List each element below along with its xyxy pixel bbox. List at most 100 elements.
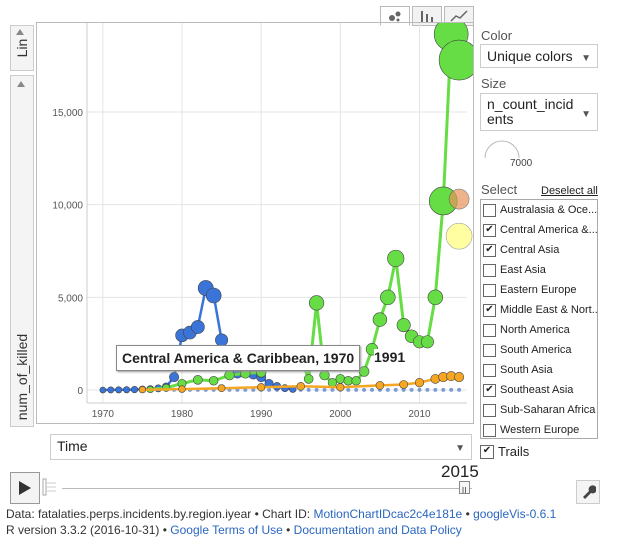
chevron-down-icon: ▼ [455, 443, 465, 454]
select-item[interactable]: South Asia [481, 360, 597, 380]
view-tabs [380, 6, 476, 26]
baseline-point [393, 387, 398, 392]
settings-button[interactable] [576, 480, 600, 504]
speed-control[interactable] [42, 478, 58, 496]
select-checkbox[interactable] [483, 363, 496, 377]
bar-icon [421, 11, 433, 22]
year-display: 2015 [441, 462, 479, 481]
data-point [399, 380, 409, 389]
select-checkbox[interactable] [483, 323, 496, 337]
footer-separator: • [282, 523, 294, 537]
select-item-label: Middle East & Nort... [500, 304, 597, 316]
y-tick-label: 5,000 [58, 293, 83, 304]
select-item-label: Eastern Europe [500, 284, 577, 296]
wrench-icon [583, 485, 596, 499]
select-item[interactable]: Sub-Saharan Africa [481, 400, 597, 420]
x-tick-label: 2000 [329, 409, 352, 420]
size-label: Size [481, 76, 507, 91]
googlevis-link[interactable]: googleVis-0.6.1 [473, 507, 557, 521]
select-item-label: Central Asia [500, 244, 560, 256]
select-checkbox[interactable] [483, 403, 496, 417]
data-point [327, 378, 338, 388]
baseline-point [330, 387, 335, 392]
tooltip-text: Central America & Caribbean, 1970 [122, 350, 355, 366]
select-item[interactable]: ✔ Middle East & Nort... [481, 300, 597, 320]
play-icon [19, 481, 31, 495]
baseline-point [322, 387, 327, 392]
baseline-point [370, 387, 374, 392]
select-item[interactable]: South America [481, 340, 597, 360]
data-point [420, 335, 434, 349]
data-point [335, 374, 346, 384]
data-point [448, 188, 470, 210]
footer-line-1: Data: fatalaties.perps.incidents.by.regi… [6, 507, 556, 521]
y-variable-picker[interactable]: num_of_killed [10, 75, 34, 427]
select-checkbox[interactable] [483, 203, 496, 217]
data-point [396, 318, 411, 333]
select-item[interactable]: North America [481, 320, 597, 340]
select-item[interactable]: East Asia [481, 260, 597, 280]
bubble-chart-tab[interactable] [380, 6, 410, 26]
select-item[interactable]: Western Europe [481, 420, 597, 438]
select-checkbox[interactable] [483, 343, 496, 357]
footer-data-label: Data: fatalaties.perps.incidents.by.regi… [6, 507, 314, 521]
color-dropdown[interactable]: Unique colors ▼ [480, 44, 598, 68]
select-item-label: Central America &... [500, 224, 597, 236]
select-list: Australasia & Oce... ✔ Central America &..… [480, 199, 598, 439]
select-checkbox[interactable]: ✔ [483, 303, 496, 317]
y-scale-label: Lin [14, 38, 30, 58]
chevron-down-icon: ▼ [581, 53, 591, 64]
x-tick-label: 2010 [408, 409, 431, 420]
select-item[interactable]: Eastern Europe [481, 280, 597, 300]
y-tick-label: 0 [77, 386, 83, 397]
select-item[interactable]: ✔ Central Asia [481, 240, 597, 260]
select-checkbox[interactable] [483, 283, 496, 297]
trails-toggle[interactable]: ✔ Trails [480, 444, 529, 459]
data-point [445, 222, 473, 250]
data-point [336, 383, 345, 392]
size-dropdown[interactable]: n_count_incidents ▼ [480, 93, 598, 131]
time-slider-handle[interactable] [459, 481, 470, 494]
policy-link[interactable]: Documentation and Data Policy [293, 523, 462, 537]
line-icon [450, 10, 468, 22]
baseline-point [441, 387, 446, 392]
color-value: Unique colors [487, 48, 573, 64]
trails-label: Trails [498, 444, 530, 459]
select-checkbox[interactable]: ✔ [483, 223, 496, 237]
select-checkbox[interactable]: ✔ [483, 383, 496, 397]
x-tick-label: 1970 [92, 409, 115, 420]
data-point [130, 385, 139, 394]
time-slider-track[interactable] [62, 488, 472, 489]
select-checkbox[interactable]: ✔ [483, 243, 496, 257]
deselect-all-link[interactable]: Deselect all [541, 185, 598, 197]
select-item[interactable]: ✔ Central America &... [481, 220, 597, 240]
chart-id-link[interactable]: MotionChartIDcac2c4e181e [313, 507, 463, 521]
data-point [375, 381, 385, 390]
x-tick-label: 1990 [250, 409, 273, 420]
y-variable-label: num_of_killed [14, 333, 30, 421]
data-point [205, 287, 222, 304]
data-point [319, 370, 330, 381]
select-checkbox[interactable] [483, 423, 496, 437]
trails-checkbox[interactable]: ✔ [480, 444, 494, 459]
size-legend-value: 7000 [510, 158, 533, 169]
baseline-point [354, 387, 359, 392]
speed-icon [42, 478, 56, 496]
baseline-point [433, 387, 438, 392]
select-item[interactable]: ✔ Southeast Asia [481, 380, 597, 400]
baseline-point [346, 387, 351, 392]
data-point [99, 386, 107, 394]
x-axis-dropdown[interactable]: Time ▼ [50, 434, 472, 460]
data-point [257, 383, 266, 392]
play-button[interactable] [10, 472, 40, 504]
select-checkbox[interactable] [483, 263, 496, 277]
bar-chart-tab[interactable] [412, 6, 442, 26]
select-item[interactable]: Australasia & Oce... [481, 200, 597, 220]
x-tick-label: 1980 [171, 409, 194, 420]
data-point [380, 289, 396, 306]
data-point [351, 376, 361, 386]
terms-link[interactable]: Google Terms of Use [170, 523, 283, 537]
baseline-point [362, 387, 367, 392]
data-point [308, 295, 325, 311]
data-point [454, 372, 465, 383]
